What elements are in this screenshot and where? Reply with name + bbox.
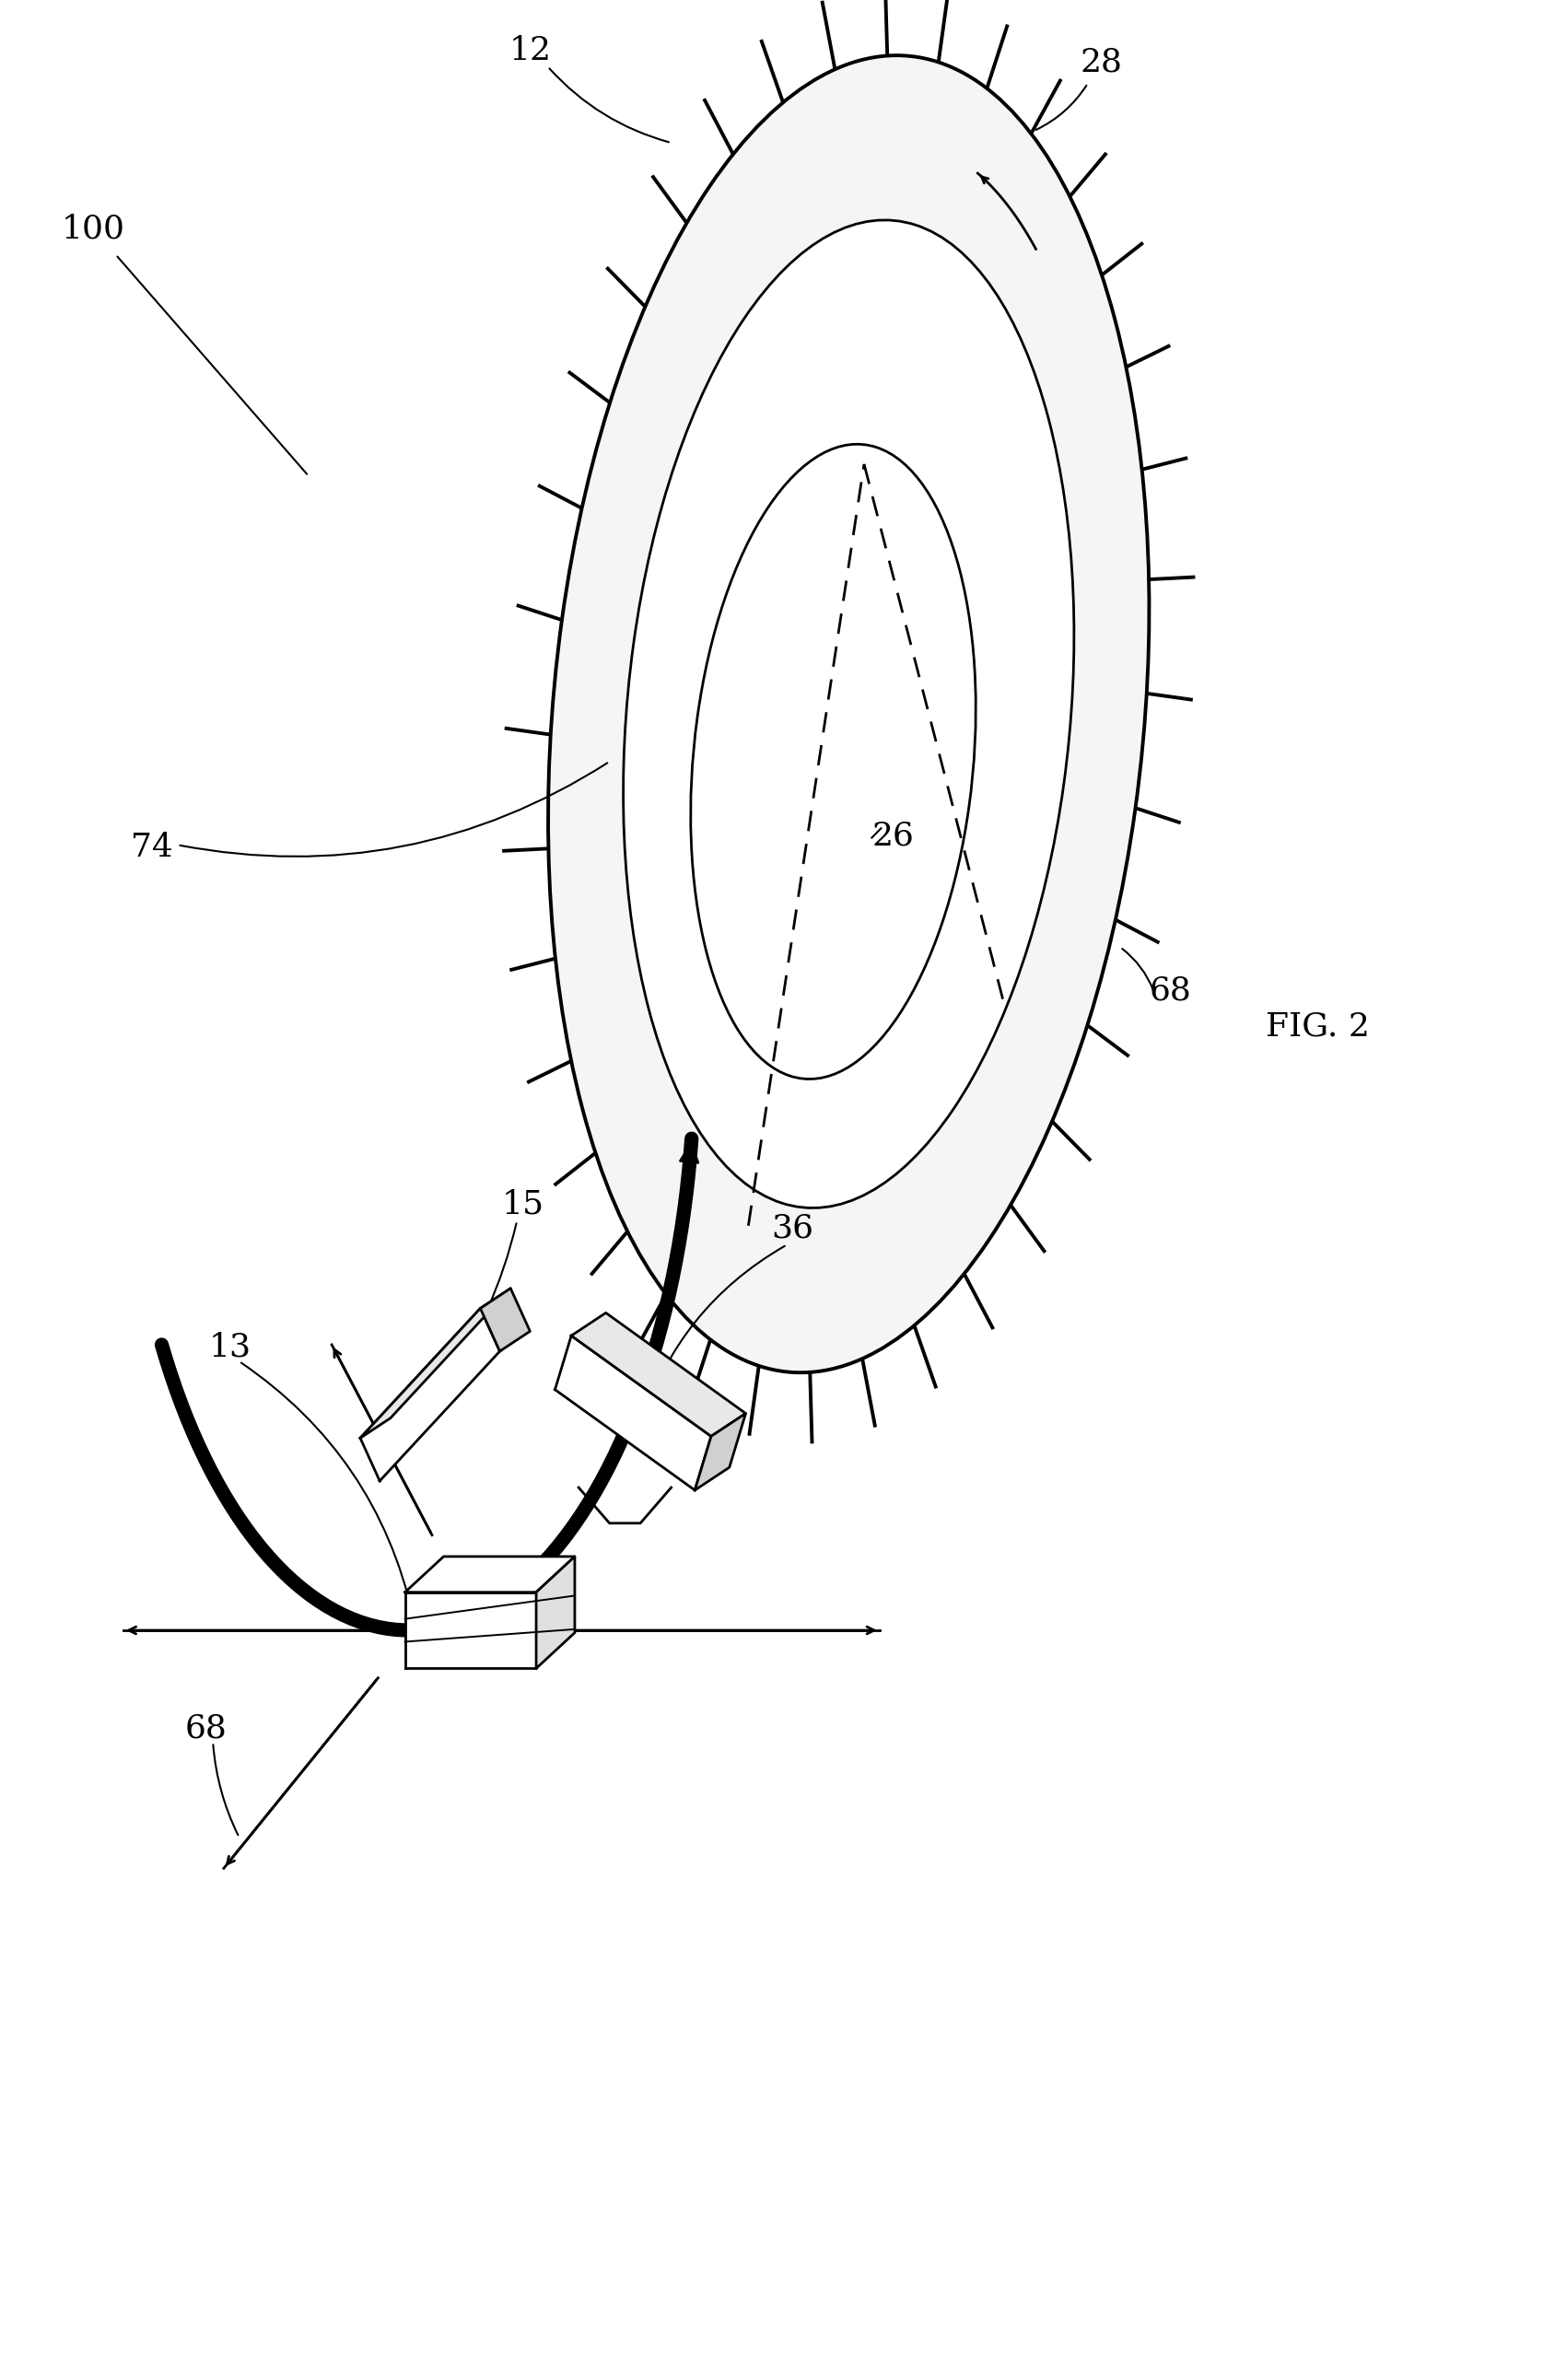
Text: 15: 15	[501, 1190, 545, 1221]
Text: 36: 36	[772, 1214, 813, 1245]
Text: 68: 68	[185, 1714, 227, 1745]
Text: 26: 26	[872, 821, 913, 852]
Polygon shape	[555, 1335, 711, 1490]
Text: 12: 12	[509, 36, 551, 67]
Ellipse shape	[623, 219, 1074, 1209]
Text: 13: 13	[208, 1333, 252, 1364]
Text: 68: 68	[1150, 976, 1191, 1007]
Polygon shape	[360, 1309, 500, 1480]
Polygon shape	[537, 1557, 574, 1668]
Text: 100: 100	[62, 214, 125, 245]
Polygon shape	[360, 1288, 511, 1438]
Polygon shape	[694, 1414, 745, 1490]
Polygon shape	[480, 1288, 531, 1352]
Text: 74: 74	[131, 833, 173, 864]
Text: 28: 28	[1080, 48, 1122, 79]
Text: FIG. 2: FIG. 2	[1265, 1012, 1369, 1042]
Ellipse shape	[548, 55, 1150, 1373]
Polygon shape	[404, 1557, 574, 1592]
Polygon shape	[404, 1592, 537, 1668]
Polygon shape	[571, 1314, 745, 1435]
